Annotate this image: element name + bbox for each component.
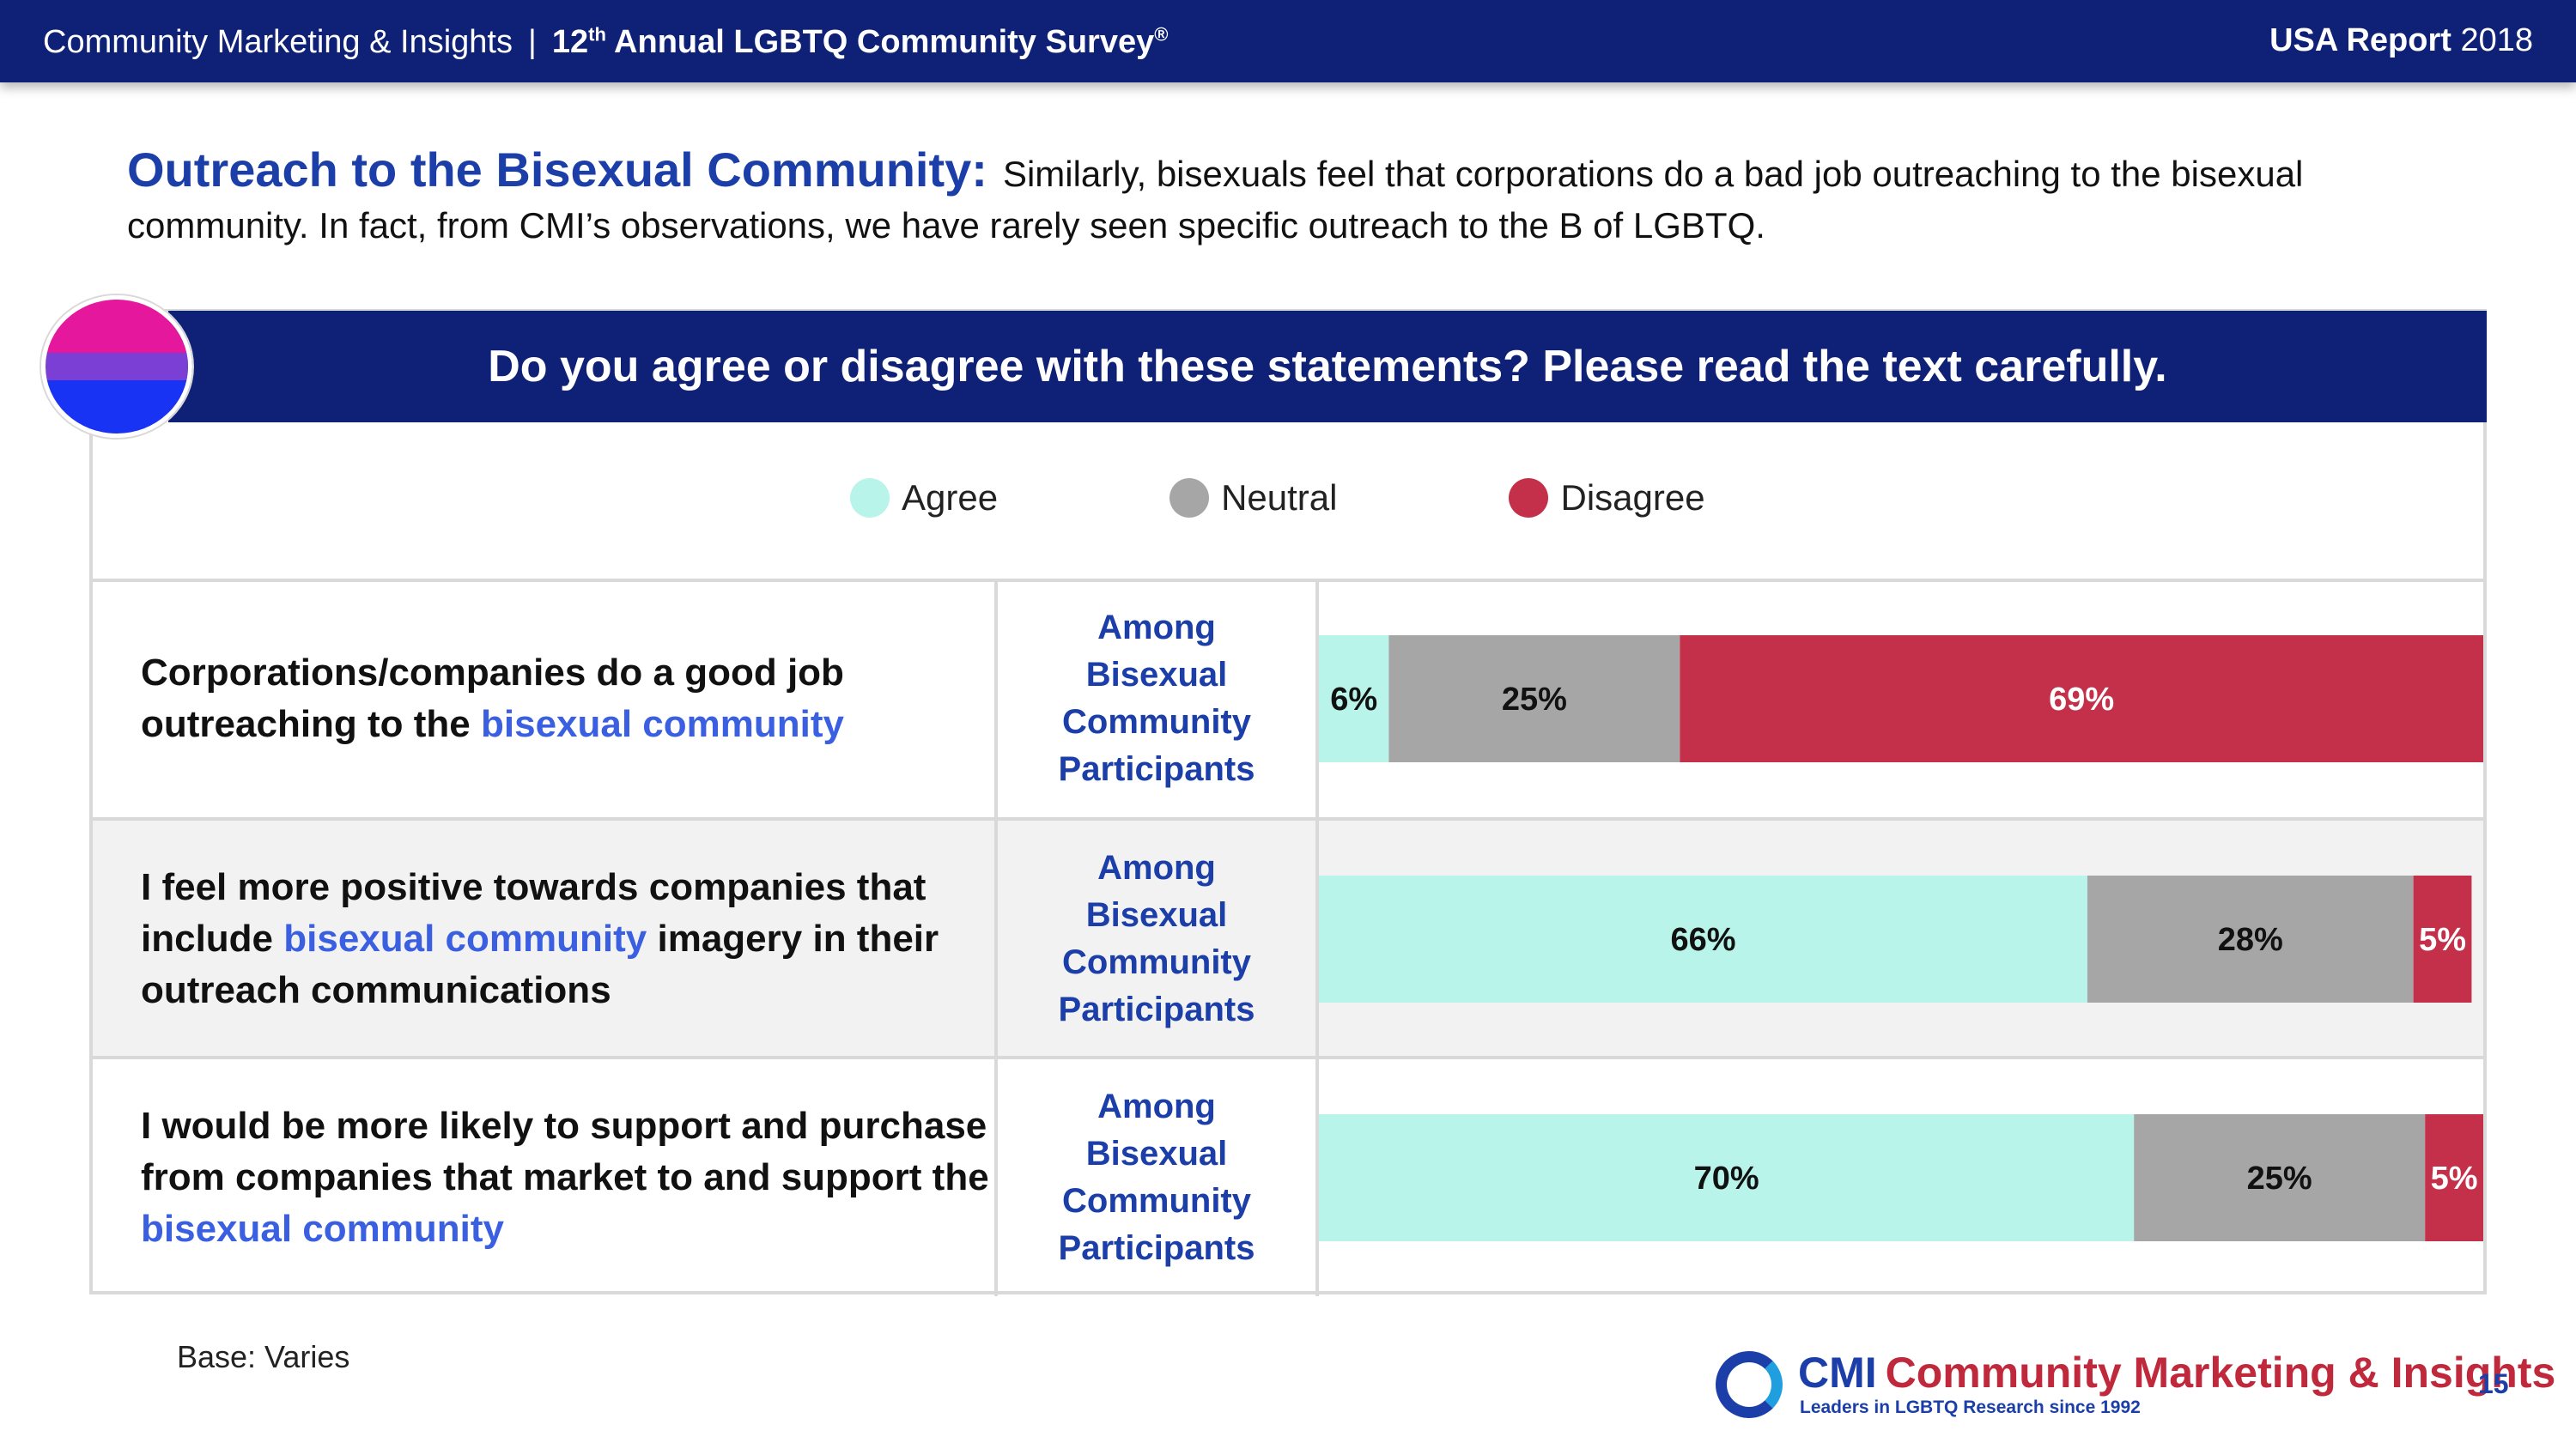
- bar-label-agree-row-3: 70%: [1694, 1161, 1759, 1197]
- bar-agree-row-2: [1319, 876, 2087, 1003]
- divider: [89, 1056, 2487, 1059]
- legend-neutral-swatch: [1170, 478, 1210, 518]
- bar-label-agree-row-1: 6%: [1330, 682, 1377, 718]
- statement-3-text: I would be more likely to support and pu…: [141, 1105, 989, 1198]
- bar-disagree-row-1: [1680, 635, 2483, 762]
- survey-edition: 12: [551, 24, 589, 60]
- bar-label-agree-row-2: 66%: [1670, 922, 1735, 958]
- legend-item-disagree: Disagree: [1509, 477, 1705, 518]
- legend-neutral-label: Neutral: [1221, 477, 1338, 518]
- cmi-logo-ring-icon: [1716, 1351, 1783, 1418]
- column-divider: [1315, 580, 1319, 1296]
- header-left: Community Marketing & Insights | 12th Annu…: [43, 24, 1168, 61]
- registered-mark: ®: [1154, 23, 1169, 45]
- column-divider: [994, 580, 998, 1296]
- cmi-logo: CMI Community Marketing & Insights Leader…: [1716, 1349, 2555, 1422]
- legend-agree-swatch: [850, 478, 890, 518]
- page-number: 15: [2478, 1368, 2509, 1399]
- logo-abbrev: CMI: [1798, 1349, 1877, 1397]
- statement-1-text: Corporations/companies do a good job out…: [141, 652, 844, 745]
- statement-2-highlight: bisexual community: [283, 918, 647, 960]
- statement-2: I feel more positive towards companies t…: [141, 821, 999, 1058]
- logo-wordmark: CMI Community Marketing & Insights: [1798, 1349, 2555, 1396]
- survey-title: 12th Annual LGBTQ Community Survey®: [552, 24, 1169, 60]
- bar-label-neutral-row-3: 25%: [2247, 1161, 2312, 1197]
- bar-neutral-row-1: [1388, 635, 1680, 762]
- statement-2-text: I feel more positive towards companies t…: [141, 866, 927, 960]
- bar-disagree-row-3: [2425, 1114, 2483, 1241]
- bar-disagree-row-2: [2413, 876, 2472, 1003]
- segment-label-2: Among Bisexual Community Participants: [1058, 849, 1255, 1028]
- bar-label-disagree-row-3: 5%: [2431, 1161, 2478, 1197]
- logo-tagline: Leaders in LGBTQ Research since 1992: [1800, 1397, 2141, 1417]
- statement-1: Corporations/companies do a good job out…: [141, 580, 999, 817]
- survey-name: Annual LGBTQ Community Survey: [605, 24, 1155, 60]
- statement-1-highlight: bisexual community: [481, 703, 845, 745]
- statement-2-text-end: imagery in their outreach communications: [141, 918, 939, 1011]
- org-name: Community Marketing & Insights: [43, 24, 513, 60]
- page-title: Outreach to the Bisexual Community:: [127, 142, 987, 197]
- report-title: USA Report: [2269, 22, 2451, 58]
- bar-agree-row-1: [1319, 635, 1389, 762]
- bar-neutral-row-3: [2134, 1114, 2426, 1241]
- base-note: Base: Varies: [177, 1339, 350, 1374]
- bar-label-disagree-row-2: 5%: [2419, 922, 2466, 958]
- bar-neutral-row-2: [2087, 876, 2414, 1003]
- logo-name: Community Marketing & Insights: [1885, 1349, 2556, 1397]
- bar-label-neutral-row-2: 28%: [2218, 922, 2283, 958]
- bar-label-neutral-row-1: 25%: [1502, 682, 1567, 718]
- bar-label-disagree-row-1: 69%: [2049, 682, 2114, 718]
- legend-item-agree: Agree: [850, 477, 998, 518]
- statement-3-highlight: bisexual community: [141, 1208, 505, 1250]
- divider: [89, 579, 2487, 582]
- segment-label-1: Among Bisexual Community Participants: [1058, 609, 1255, 788]
- header-separator: |: [527, 24, 537, 60]
- intro-text: Similarly, bisexuals feel that corporati…: [127, 154, 2304, 246]
- legend-disagree-swatch: [1509, 478, 1549, 518]
- legend-agree-label: Agree: [902, 477, 999, 518]
- statement-3: I would be more likely to support and pu…: [141, 1059, 999, 1296]
- divider: [89, 817, 2487, 821]
- legend-disagree-label: Disagree: [1560, 477, 1705, 518]
- chart-legend: Agree Neutral Disagree: [850, 477, 1877, 518]
- survey-edition-suffix: th: [588, 23, 606, 45]
- bar-agree-row-3: [1319, 1114, 2135, 1241]
- intro-paragraph: Outreach to the Bisexual Community: Simil…: [127, 144, 2325, 252]
- segment-label-3: Among Bisexual Community Participants: [1058, 1088, 1255, 1267]
- report-year: 2018: [2460, 22, 2533, 58]
- report-label: USA Report 2018: [2269, 22, 2533, 59]
- question-banner: Do you agree or disagree with these stat…: [168, 311, 2487, 422]
- bisexual-flag-icon: [41, 295, 192, 438]
- legend-item-neutral: Neutral: [1170, 477, 1337, 518]
- header-bar: Community Marketing & Insights | 12th Annu…: [0, 0, 2576, 82]
